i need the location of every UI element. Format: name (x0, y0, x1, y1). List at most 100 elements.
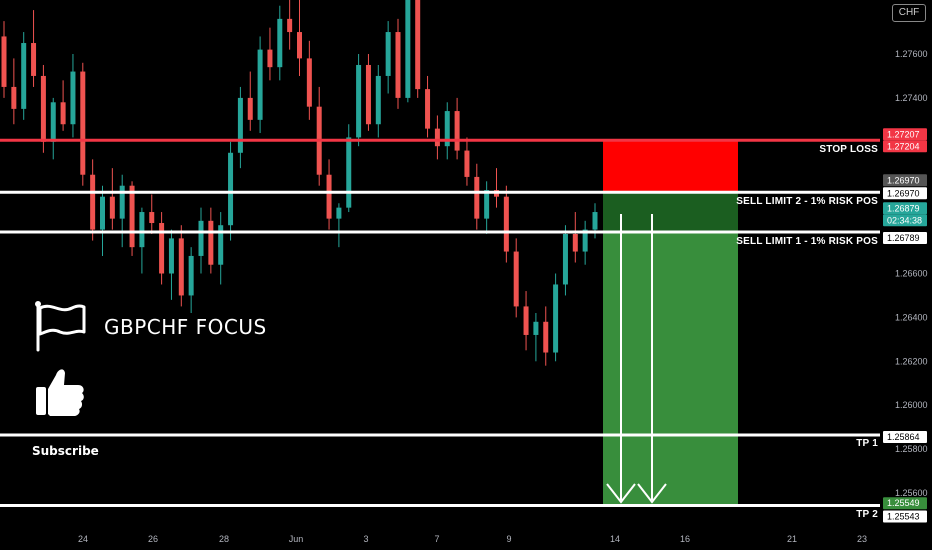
time-tick: Jun (289, 534, 304, 544)
svg-text:1.27204: 1.27204 (887, 141, 920, 151)
candle (70, 54, 76, 138)
price-levels[interactable] (0, 138, 880, 508)
candle (306, 40, 312, 120)
candle (444, 102, 450, 160)
tp2-target-badge[interactable]: 1.25549 (883, 497, 927, 510)
candle (543, 306, 549, 366)
svg-text:1.26970: 1.26970 (887, 188, 920, 198)
current-price-badge[interactable]: 1.26879 (883, 202, 927, 215)
candle (100, 185, 105, 256)
time-tick: 7 (434, 534, 439, 544)
candle (40, 64, 46, 153)
sell-limit-2-label: SELL LIMIT 2 - 1% RISK POS (736, 196, 878, 207)
candle (553, 273, 559, 362)
candle (159, 212, 165, 285)
tp2-label: TP 2 (856, 509, 878, 520)
candle (494, 168, 499, 208)
price-tick: 1.25600 (895, 488, 928, 498)
entry-zone[interactable] (603, 192, 738, 233)
price-tick: 1.25800 (895, 444, 928, 454)
price-tick: 1.26000 (895, 400, 928, 410)
risk-zone[interactable] (603, 140, 738, 193)
tp1-label: TP 1 (856, 438, 878, 449)
candle (80, 62, 86, 186)
sl1-price-badge[interactable]: 1.26789 (883, 232, 927, 245)
candle (434, 115, 440, 160)
candle (454, 97, 460, 160)
price-tick: 1.26200 (895, 356, 928, 366)
risk-reward-position[interactable] (603, 140, 738, 505)
candle (346, 124, 352, 213)
svg-text:1.25864: 1.25864 (887, 432, 920, 442)
candle (425, 75, 431, 138)
candle (562, 225, 568, 296)
svg-text:1.25549: 1.25549 (887, 498, 920, 508)
overlay-title: GBPCHF FOCUS (104, 315, 267, 339)
candle (188, 247, 194, 314)
svg-text:1.25543: 1.25543 (887, 512, 920, 522)
candle (464, 137, 470, 186)
candle (277, 5, 283, 81)
stop-price-badge[interactable]: 1.27207 (883, 128, 927, 141)
price-axis[interactable]: 1.27600 1.27400 1.26600 1.26400 1.26200 1.260… (882, 0, 932, 528)
candle (297, 0, 302, 76)
candle (405, 0, 411, 103)
candle (415, 0, 421, 98)
down-arrows (606, 214, 667, 504)
candle (31, 10, 37, 87)
candle (365, 54, 371, 131)
candle (484, 181, 490, 234)
candle (316, 86, 322, 186)
candle (60, 80, 66, 131)
time-tick: 9 (506, 534, 511, 544)
sell-limit-1-label: SELL LIMIT 1 - 1% RISK POS (736, 236, 878, 247)
svg-text:1.26970: 1.26970 (887, 175, 920, 185)
time-tick: 23 (857, 534, 867, 544)
candle (21, 32, 27, 120)
price-tick: 1.27400 (895, 93, 928, 103)
candle (375, 64, 381, 138)
time-tick: 16 (680, 534, 690, 544)
currency-badge[interactable]: CHF (892, 4, 926, 22)
candle (119, 174, 125, 248)
tp1-price-badge[interactable]: 1.25864 (883, 431, 927, 444)
candle (385, 21, 391, 94)
time-axis[interactable]: 24 26 28 Jun 3 7 9 14 16 21 23 (0, 528, 932, 550)
candle (356, 54, 362, 147)
price-tick: 1.27600 (895, 49, 928, 59)
stop-price-badge-2[interactable]: 1.27204 (883, 140, 927, 153)
sl2-price-badge-2[interactable]: 1.26970 (883, 187, 927, 200)
thumbs-up-icon (36, 369, 84, 416)
down-arrow-1 (606, 214, 636, 504)
candle (11, 58, 17, 125)
candle (208, 207, 214, 274)
countdown-badge[interactable]: 02:34:38 (883, 214, 927, 227)
svg-text:1.26789: 1.26789 (887, 233, 920, 243)
candle (395, 18, 401, 109)
price-tick: 1.26400 (895, 312, 928, 322)
candle (168, 229, 174, 300)
candle (582, 220, 588, 265)
flag-icon (35, 301, 86, 352)
tp2-price-badge[interactable]: 1.25543 (883, 510, 927, 523)
candle (218, 212, 224, 285)
candle (109, 168, 115, 230)
sl2-price-badge[interactable]: 1.26970 (883, 174, 927, 187)
candle (287, 0, 293, 50)
subscribe-label[interactable]: Subscribe (32, 444, 99, 458)
candle (503, 185, 509, 263)
candles (1, 0, 598, 366)
candle (139, 207, 145, 274)
stop-loss-label: STOP LOSS (819, 144, 878, 155)
time-tick: 21 (787, 534, 797, 544)
price-tick: 1.26600 (895, 269, 928, 279)
down-arrow-2 (637, 214, 667, 504)
candle (149, 194, 155, 234)
reward-zone[interactable] (603, 232, 738, 505)
candle (178, 225, 184, 307)
svg-text:1.27207: 1.27207 (887, 129, 920, 139)
candle (326, 159, 332, 230)
candle (513, 238, 519, 318)
candle (267, 27, 273, 81)
